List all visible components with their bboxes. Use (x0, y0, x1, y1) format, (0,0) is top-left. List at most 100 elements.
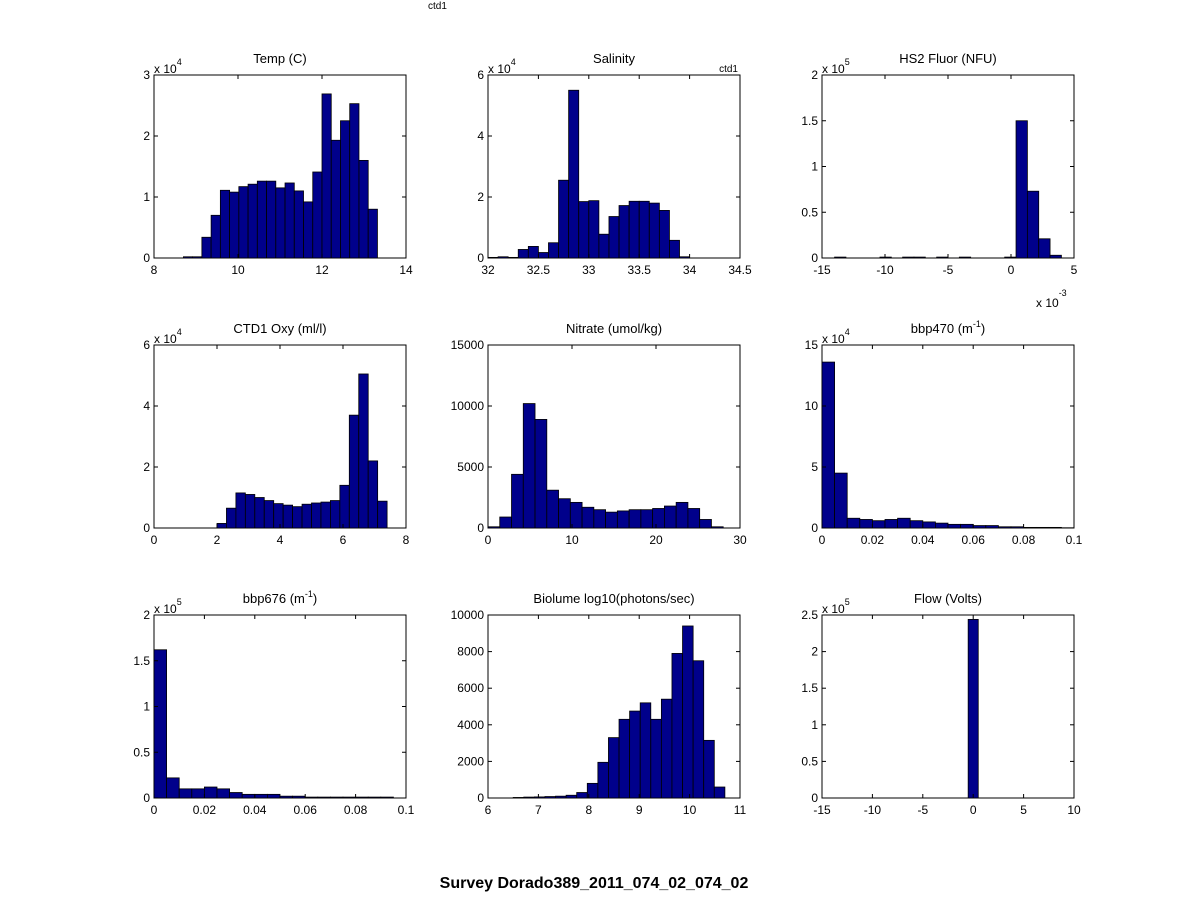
x-tick-label: 0 (151, 533, 158, 547)
panel-title: Biolume log10(photons/sec) (533, 591, 694, 606)
y-tick-label: 5000 (457, 460, 484, 474)
histogram-bar (292, 795, 306, 799)
y-tick-label: 1 (811, 718, 818, 732)
histogram-bar (210, 214, 221, 259)
histogram-bar (664, 505, 677, 529)
chart-panel-9: -15 -10 -5 0 5 10 0 0.5 1 1.5 2 2.5 Flow (Volts) x 10… (801, 591, 1081, 817)
histogram-bar (546, 489, 559, 529)
histogram-bar (284, 182, 295, 259)
y-exponent-label: x 104 (154, 327, 182, 346)
y-tick-label: 0 (477, 251, 484, 265)
x-tick-label: -10 (864, 803, 882, 817)
histogram-bar (358, 159, 369, 259)
histogram-bar (972, 525, 987, 529)
histogram-bar (935, 522, 949, 529)
histogram-bar (293, 190, 304, 259)
histogram-bar (201, 236, 212, 259)
panel-title: HS2 Fluor (NFU) (899, 51, 997, 66)
y-tick-label: 4 (143, 399, 150, 413)
y-tick-label: 6 (477, 68, 484, 82)
histogram-bar (1026, 190, 1040, 259)
histogram-bar (216, 523, 227, 529)
x-tick-label: 14 (399, 263, 413, 277)
y-tick-label: 1.5 (801, 681, 818, 695)
y-exponent-label: x 104 (154, 57, 182, 76)
y-tick-label: 10000 (451, 608, 485, 622)
histogram-bar (616, 510, 630, 529)
histogram-bar (936, 256, 949, 259)
histogram-bar (191, 788, 205, 799)
histogram-bar (317, 796, 331, 799)
histogram-bar (618, 205, 630, 259)
x-tick-label: 0.02 (861, 533, 885, 547)
figure-suptitle: Survey Dorado389_2011_074_02_074_02 (439, 875, 749, 892)
histogram-bar (682, 625, 694, 799)
histogram-bar (355, 796, 369, 799)
histogram-bar (238, 186, 249, 259)
x-tick-label: -5 (943, 263, 954, 277)
histogram-bar (650, 718, 662, 799)
chart-panel-4: 0 2 4 6 8 0 2 4 6 CTD1 Oxy (ml/l) x 104 (143, 321, 409, 547)
chart-panel-3: -15 -10 -5 0 5 0 0.5 1 1.5 2 HS2 Fluor (NFU) x 105 x… (801, 51, 1077, 310)
y-tick-label: 2 (143, 129, 150, 143)
x-tick-label: 0 (485, 533, 492, 547)
histogram-bar (511, 473, 524, 529)
y-tick-label: 2 (143, 460, 150, 474)
y-tick-label: 10 (805, 399, 819, 413)
histogram-bar (947, 523, 962, 529)
histogram-bar (292, 506, 303, 529)
histogram-bar (544, 796, 556, 799)
histogram-bar (517, 249, 529, 259)
histogram-bar (512, 797, 525, 799)
histogram-bar (348, 414, 360, 529)
histogram-bar (527, 246, 539, 259)
x-tick-label: 30 (733, 533, 747, 547)
panel-corner-note: ctd1 (719, 64, 738, 75)
histogram-bar (713, 786, 726, 799)
y-exponent-label: x 105 (154, 597, 182, 616)
x-tick-label: 20 (649, 533, 663, 547)
y-tick-label: 0.5 (801, 754, 818, 768)
x-tick-label: 10 (1067, 803, 1081, 817)
axes-box (153, 614, 407, 799)
y-exponent-label: x 105 (822, 597, 850, 616)
histogram-bar (565, 794, 578, 799)
histogram-bar (593, 509, 607, 529)
histogram-bar (581, 506, 595, 529)
y-tick-label: 5 (811, 460, 818, 474)
chart-panel-8: 6 7 8 9 10 11 0 2000 4000 6000 8000 10000 Biolume lo… (451, 591, 747, 817)
x-tick-label: 6 (485, 803, 492, 817)
histogram-bar (367, 796, 382, 799)
histogram-bar (523, 796, 535, 799)
histogram-bar (985, 525, 999, 529)
x-tick-label: 5 (1071, 263, 1078, 277)
x-tick-label: 9 (636, 803, 643, 817)
x-tick-label: 12 (315, 263, 329, 277)
histogram-bar (312, 171, 323, 259)
y-tick-label: 10000 (451, 399, 485, 413)
histogram-bar (576, 792, 588, 799)
histogram-bar (367, 208, 378, 259)
histogram-bar (1038, 238, 1051, 259)
y-tick-label: 1 (143, 190, 150, 204)
histogram-bar (628, 509, 642, 529)
histogram-bar (652, 508, 665, 529)
histogram-bar (879, 256, 892, 259)
x-tick-label: 0.06 (962, 533, 986, 547)
histogram-bar (1010, 526, 1025, 529)
y-tick-label: 1 (811, 160, 818, 174)
y-tick-label: 0 (811, 521, 818, 535)
x-tick-label: 0.06 (294, 803, 318, 817)
histogram-bar (380, 796, 394, 799)
histogram-bar (558, 179, 570, 259)
y-tick-label: 0 (143, 791, 150, 805)
histogram-bar (588, 200, 600, 259)
histogram-bar (499, 516, 512, 529)
panel-title: Nitrate (umol/kg) (566, 321, 662, 336)
x-tick-label: 0 (151, 803, 158, 817)
y-tick-label: 8000 (457, 645, 484, 659)
histogram-bar (872, 520, 886, 529)
x-tick-label: 0.04 (243, 803, 267, 817)
histogram-bar (538, 252, 549, 259)
histogram-bar (330, 139, 341, 259)
